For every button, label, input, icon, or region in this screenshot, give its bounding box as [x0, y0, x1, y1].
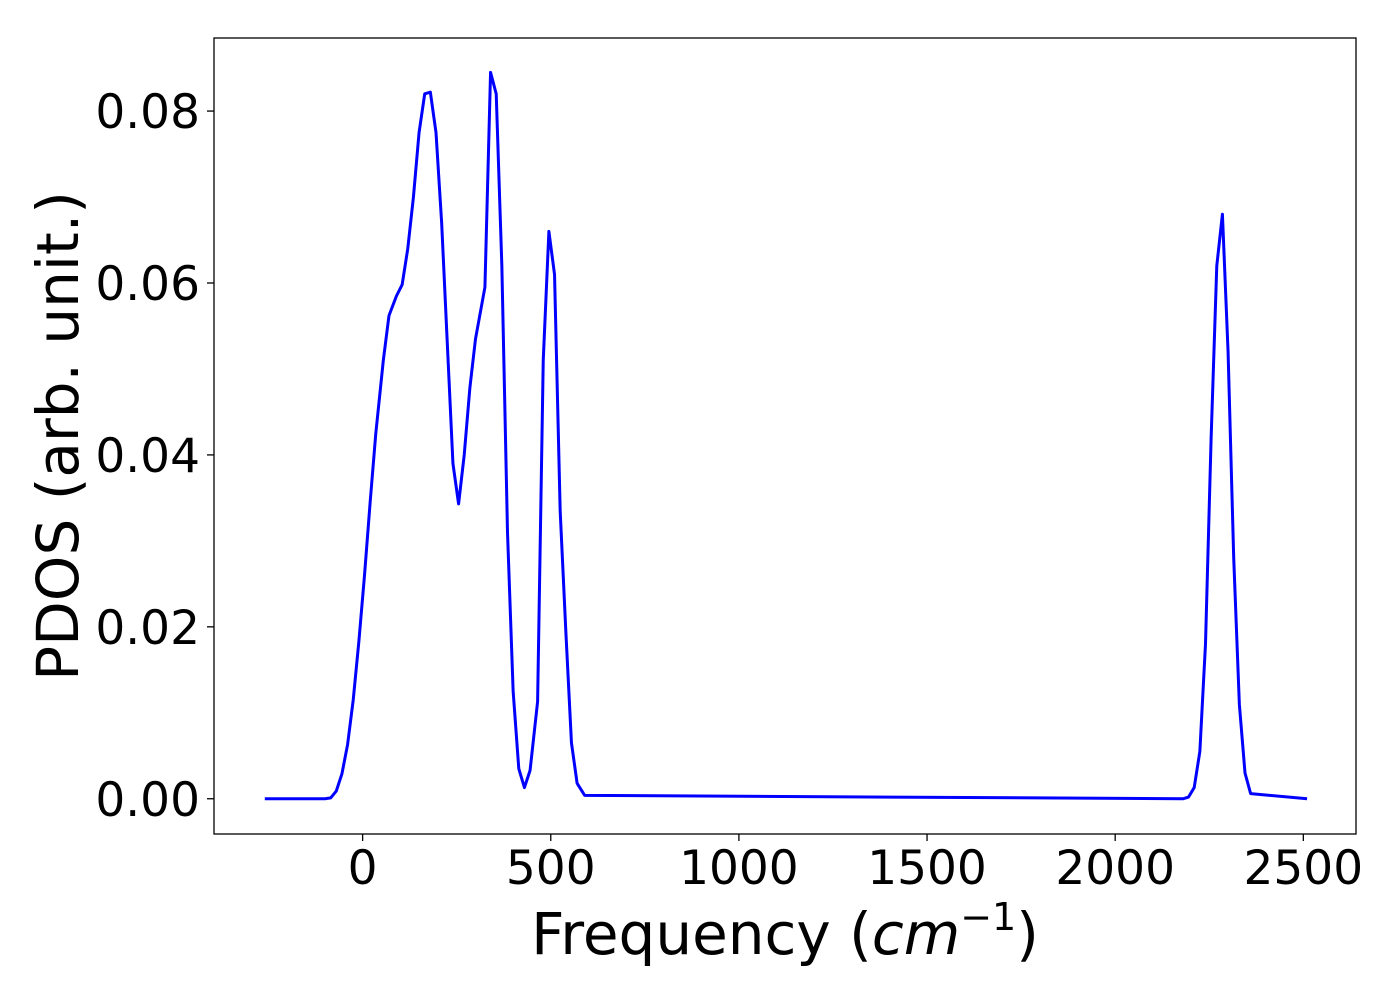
x-tick-label: 1000: [679, 841, 799, 896]
y-axis-ticks: 0.00 0.02 0.04 0.06 0.08: [95, 85, 214, 828]
x-axis-label-prefix: Frequency (: [531, 900, 872, 968]
x-axis-label-exponent: −1: [960, 895, 1016, 939]
x-axis-ticks: 0 500 1000 1500 2000 2500: [348, 834, 1363, 896]
y-axis-label: PDOS (arb. unit.): [24, 191, 92, 681]
y-tick-label: 0.08: [95, 85, 200, 140]
x-tick-label: 500: [506, 841, 596, 896]
series-layer: [264, 70, 1308, 801]
x-tick-label: 2500: [1244, 841, 1364, 896]
x-tick-label: 1500: [867, 841, 987, 896]
x-axis-label-suffix: ): [1016, 900, 1039, 968]
x-tick-label: 0: [348, 841, 378, 896]
x-axis-label-unit: cm: [872, 900, 960, 968]
y-tick-label: 0.04: [95, 429, 200, 484]
y-tick-label: 0.02: [95, 601, 200, 656]
x-axis-label: Frequency (cm−1): [531, 895, 1039, 968]
y-tick-label: 0.00: [95, 773, 200, 828]
plot-background: [214, 38, 1356, 834]
x-tick-label: 2000: [1055, 841, 1175, 896]
y-tick-label: 0.06: [95, 257, 200, 312]
series-line-0: [264, 70, 1308, 801]
plot-frame: [213, 37, 1357, 835]
